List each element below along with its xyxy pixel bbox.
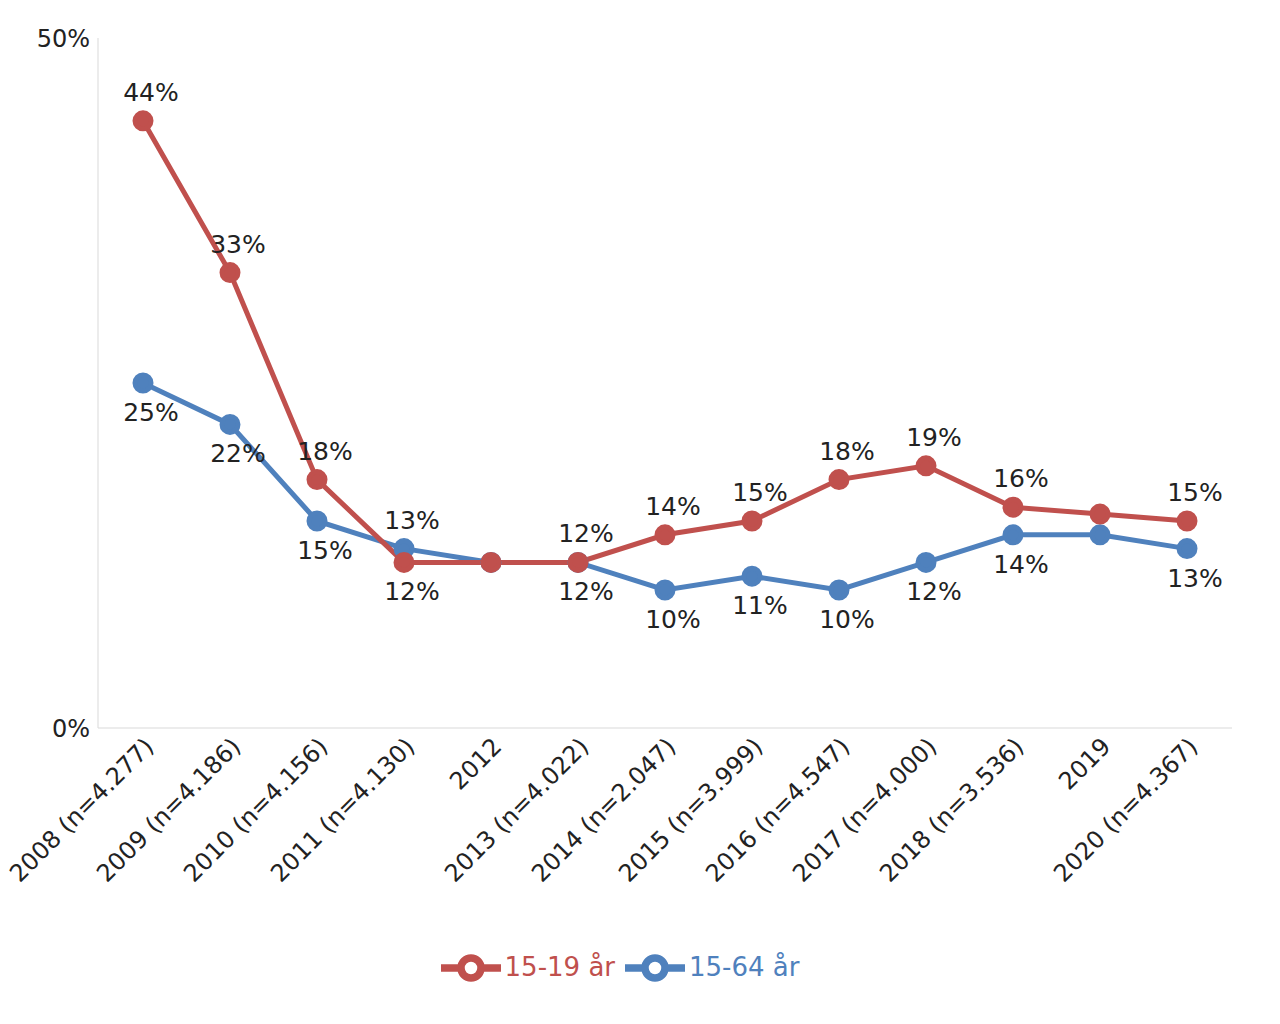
svg-text:14%: 14% — [993, 550, 1049, 579]
svg-text:2016 (n=4.547): 2016 (n=4.547) — [700, 732, 855, 887]
svg-text:11%: 11% — [732, 591, 788, 620]
svg-text:2018 (n=3.536): 2018 (n=3.536) — [874, 732, 1029, 887]
svg-text:13%: 13% — [1167, 564, 1223, 593]
svg-text:2013 (n=4.022): 2013 (n=4.022) — [439, 732, 594, 887]
svg-text:13%: 13% — [384, 506, 440, 535]
svg-text:12%: 12% — [906, 577, 962, 606]
svg-text:19%: 19% — [906, 423, 962, 452]
svg-text:2014 (n=2.047): 2014 (n=2.047) — [526, 732, 681, 887]
svg-text:18%: 18% — [819, 437, 875, 466]
svg-text:44%: 44% — [123, 78, 179, 107]
html-text:15-64 år: 15-64 år — [689, 951, 800, 982]
svg-text:33%: 33% — [210, 230, 266, 259]
svg-text:15%: 15% — [732, 478, 788, 507]
svg-text:10%: 10% — [645, 605, 701, 634]
svg-text:0%: 0% — [52, 715, 90, 743]
svg-text:2020 (n=4.367): 2020 (n=4.367) — [1048, 732, 1203, 887]
svg-text:12%: 12% — [384, 577, 440, 606]
svg-text:2015 (n=3.999): 2015 (n=3.999) — [613, 732, 768, 887]
svg-text:2017 (n=4.000): 2017 (n=4.000) — [787, 732, 942, 887]
html-text:15-19 år: 15-19 år — [504, 951, 615, 982]
svg-text:22%: 22% — [210, 439, 266, 468]
svg-text:2008 (n=4.277): 2008 (n=4.277) — [8, 732, 159, 887]
svg-text:15%: 15% — [297, 536, 353, 565]
svg-text:2009 (n=4.186): 2009 (n=4.186) — [91, 732, 246, 887]
svg-text:2011 (n=4.130): 2011 (n=4.130) — [265, 732, 420, 887]
svg-text:25%: 25% — [123, 398, 179, 427]
svg-text:15%: 15% — [1167, 478, 1223, 507]
svg-text:10%: 10% — [819, 605, 875, 634]
svg-text:18%: 18% — [297, 437, 353, 466]
svg-text:2012: 2012 — [444, 732, 507, 795]
svg-text:2019: 2019 — [1053, 732, 1116, 795]
svg-text:16%: 16% — [993, 464, 1049, 493]
svg-text:12%: 12% — [558, 577, 614, 606]
svg-text:50%: 50% — [37, 25, 90, 53]
svg-text:2010 (n=4.156): 2010 (n=4.156) — [178, 732, 333, 887]
svg-text:14%: 14% — [645, 492, 701, 521]
svg-text:12%: 12% — [558, 519, 614, 548]
